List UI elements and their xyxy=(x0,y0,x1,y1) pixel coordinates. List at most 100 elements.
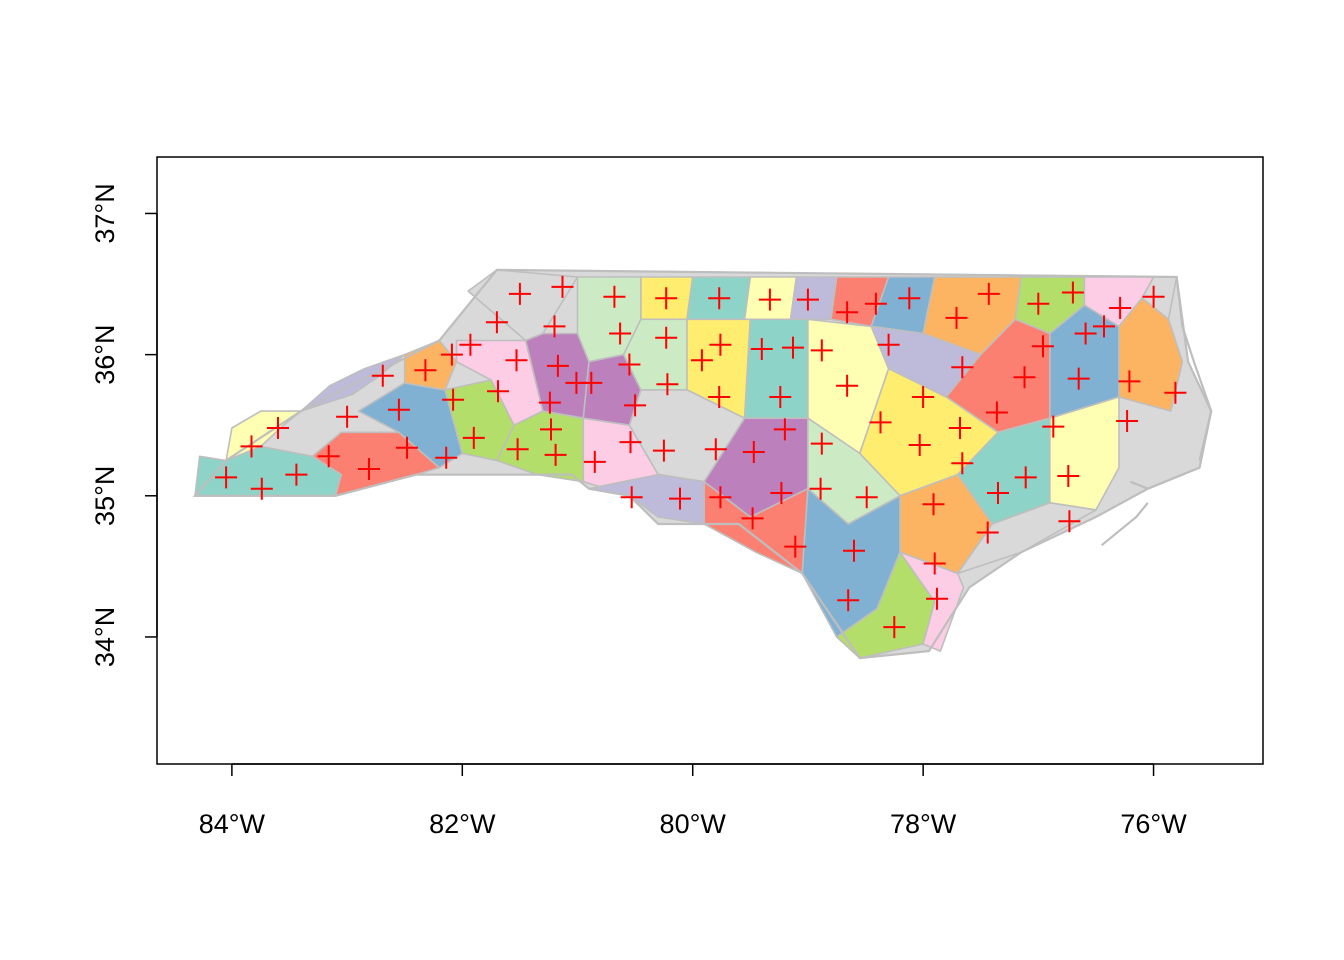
centroid-marker-33 xyxy=(618,353,641,376)
centroid-marker-3 xyxy=(603,285,626,308)
centroid-marker-73 xyxy=(506,438,529,461)
centroid-marker-62 xyxy=(540,418,562,441)
centroid-marker-74 xyxy=(544,443,567,466)
centroid-marker-54 xyxy=(538,391,561,414)
centroid-marker-10 xyxy=(898,287,921,310)
centroid-marker-38 xyxy=(580,371,603,394)
centroid-marker-36 xyxy=(371,364,394,387)
centroid-marker-24 xyxy=(810,339,833,362)
centroid-marker-14 xyxy=(1109,297,1132,319)
centroid-marker-15 xyxy=(1027,292,1050,315)
centroid-marker-40 xyxy=(836,374,859,397)
centroid-marker-66 xyxy=(810,432,833,455)
outer-banks xyxy=(1101,276,1213,547)
centroid-marker-21 xyxy=(709,333,732,356)
centroid-marker-46 xyxy=(487,380,509,403)
centroid-marker-97 xyxy=(976,521,999,544)
centroid-marker-75 xyxy=(583,450,606,473)
centroid-markers xyxy=(215,275,1187,639)
x-tick-label: 76°W xyxy=(1120,809,1187,839)
centroid-marker-94 xyxy=(784,535,807,558)
centroid-marker-84 xyxy=(809,477,832,500)
county-44 xyxy=(899,551,965,652)
centroid-marker-48 xyxy=(708,386,731,408)
centroid-marker-42 xyxy=(1013,366,1036,389)
x-tick-label: 84°W xyxy=(199,809,266,839)
centroid-marker-1 xyxy=(508,282,531,305)
centroid-marker-80 xyxy=(285,463,308,486)
centroid-marker-26 xyxy=(1032,335,1054,358)
centroid-marker-82 xyxy=(770,482,793,504)
centroid-marker-2 xyxy=(551,275,574,298)
centroid-marker-71 xyxy=(396,436,418,459)
barrier-island-1 xyxy=(1175,276,1213,461)
centroid-marker-53 xyxy=(442,388,465,411)
y-tick-label: 37°N xyxy=(90,183,120,243)
y-tick-label: 36°N xyxy=(90,324,120,384)
centroid-marker-29 xyxy=(440,343,463,366)
centroid-marker-35 xyxy=(414,359,437,382)
centroid-marker-92 xyxy=(709,486,732,509)
centroid-marker-4 xyxy=(655,287,678,310)
centroid-marker-58 xyxy=(1042,415,1065,438)
centroid-marker-88 xyxy=(1058,510,1081,533)
centroid-marker-23 xyxy=(782,336,804,359)
centroid-marker-77 xyxy=(742,441,765,463)
centroid-marker-81 xyxy=(358,458,380,480)
centroid-marker-87 xyxy=(987,482,1009,504)
centroid-marker-5 xyxy=(708,287,731,310)
state-outline xyxy=(192,268,1213,660)
centroid-marker-41 xyxy=(951,356,974,379)
centroid-marker-39 xyxy=(656,373,679,396)
centroid-marker-6 xyxy=(758,288,781,311)
x-tick-label: 78°W xyxy=(890,809,957,839)
centroid-marker-68 xyxy=(949,417,971,439)
x-tick-label: 82°W xyxy=(429,809,496,839)
centroid-marker-96 xyxy=(923,552,946,575)
centroid-marker-19 xyxy=(609,322,632,345)
centroid-marker-86 xyxy=(1057,465,1080,487)
centroid-marker-17 xyxy=(485,311,508,334)
centroid-marker-98 xyxy=(837,589,860,612)
centroid-marker-65 xyxy=(773,418,796,441)
centroid-marker-100 xyxy=(926,587,948,610)
centroid-marker-89 xyxy=(250,477,273,500)
centroid-marker-31 xyxy=(505,349,528,372)
centroid-marker-83 xyxy=(855,486,878,509)
centroid-marker-51 xyxy=(336,405,359,428)
centroid-marker-59 xyxy=(1116,410,1139,432)
centroid-marker-79 xyxy=(215,466,238,489)
centroid-marker-45 xyxy=(1164,381,1187,404)
centroid-marker-63 xyxy=(619,431,642,454)
centroid-marker-8 xyxy=(836,301,859,324)
centroid-marker-99 xyxy=(883,616,906,639)
centroid-marker-57 xyxy=(985,401,1008,424)
centroid-marker-32 xyxy=(546,354,569,377)
centroid-marker-34 xyxy=(690,349,713,372)
county-15 xyxy=(789,276,838,321)
x-tick-label: 80°W xyxy=(660,809,727,839)
centroid-marker-50 xyxy=(912,386,935,408)
y-tick-label: 34°N xyxy=(90,607,120,667)
centroid-marker-18 xyxy=(543,315,566,338)
centroid-marker-61 xyxy=(462,426,485,449)
centroid-marker-60 xyxy=(240,435,263,458)
centroid-marker-64 xyxy=(704,438,727,461)
centroid-marker-69 xyxy=(951,452,974,475)
centroid-marker-85 xyxy=(922,493,945,516)
county-polygons xyxy=(192,268,1213,660)
centroid-marker-76 xyxy=(652,439,675,462)
county-9 xyxy=(467,269,579,342)
centroid-marker-20 xyxy=(655,326,678,349)
county-38 xyxy=(1049,396,1120,511)
centroid-marker-93 xyxy=(741,507,764,530)
centroid-marker-55 xyxy=(387,398,410,421)
centroid-marker-91 xyxy=(669,487,691,510)
barrier-island-2 xyxy=(1130,466,1201,490)
centroid-marker-25 xyxy=(877,333,900,356)
centroid-marker-78 xyxy=(1014,466,1037,489)
centroid-marker-13 xyxy=(1142,285,1165,308)
centroid-marker-27 xyxy=(1074,322,1097,345)
centroid-marker-56 xyxy=(869,411,892,434)
